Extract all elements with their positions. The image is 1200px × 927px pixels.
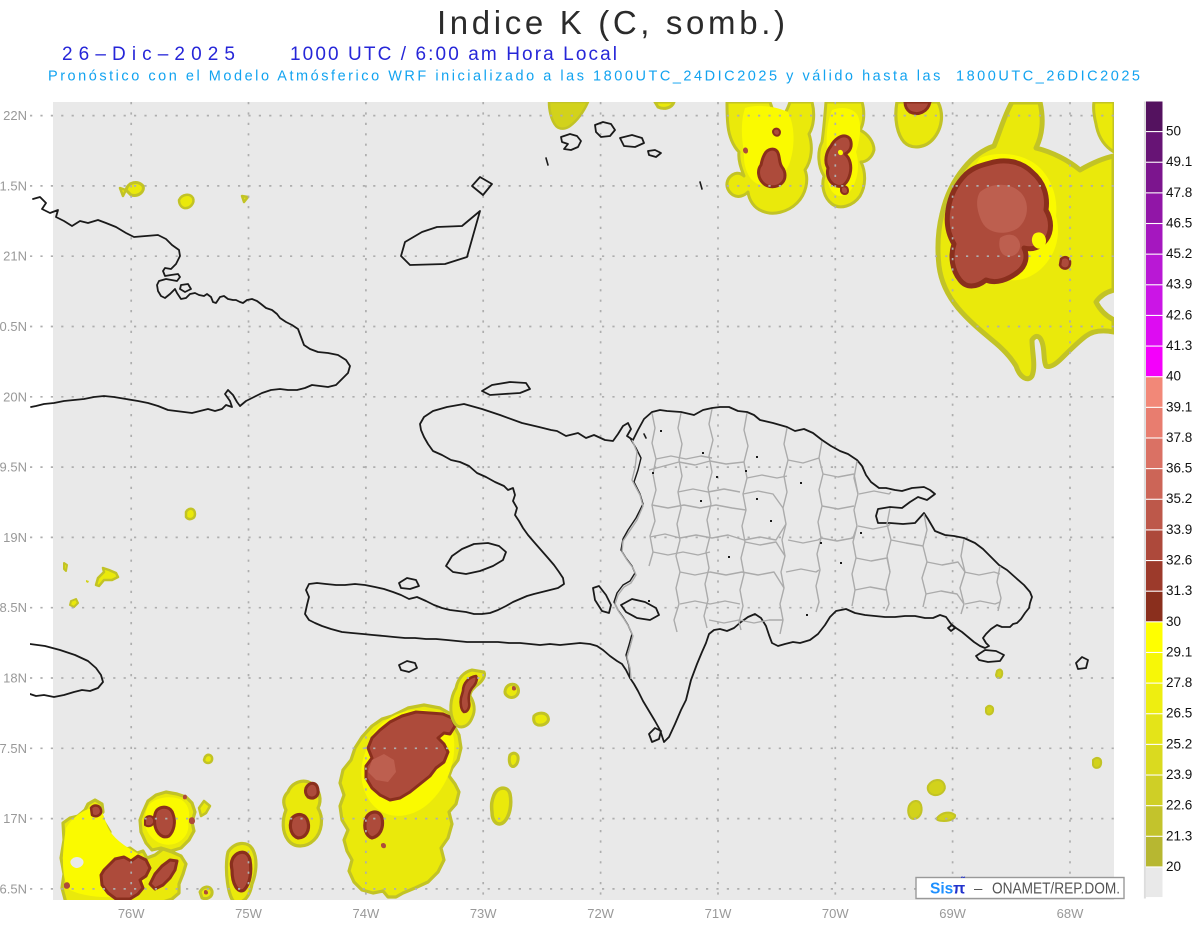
svg-text:9.5N: 9.5N [0,460,27,475]
svg-text:˜: ˜ [960,876,966,888]
svg-text:Sis: Sis [930,881,953,898]
svg-text:76W: 76W [118,906,145,921]
svg-text:42.6: 42.6 [1166,307,1192,322]
svg-text:50: 50 [1166,124,1181,139]
svg-text:25.2: 25.2 [1166,736,1192,751]
svg-text:7.5N: 7.5N [0,741,27,756]
svg-text:22N: 22N [3,108,27,123]
svg-text:37.8: 37.8 [1166,430,1192,445]
svg-text:69W: 69W [939,906,966,921]
svg-text:32.6: 32.6 [1166,553,1192,568]
svg-text:19N: 19N [3,530,27,545]
svg-text:72W: 72W [587,906,614,921]
svg-text:27.8: 27.8 [1166,675,1192,690]
svg-text:46.5: 46.5 [1166,215,1192,230]
svg-text:1000 UTC / 6:00 am Hora Local: 1000 UTC / 6:00 am Hora Local [290,44,617,65]
svg-text:22.6: 22.6 [1166,798,1192,813]
svg-text:47.8: 47.8 [1166,185,1192,200]
svg-text:43.9: 43.9 [1166,277,1192,292]
svg-text:73W: 73W [470,906,497,921]
svg-text:39.1: 39.1 [1166,399,1192,414]
svg-text:6.5N: 6.5N [0,881,27,896]
svg-text:35.2: 35.2 [1166,491,1192,506]
svg-text:ONAMET/REP.DOM.: ONAMET/REP.DOM. [992,881,1120,898]
svg-text:41.3: 41.3 [1166,338,1192,353]
svg-text:17N: 17N [3,811,27,826]
svg-text:21.3: 21.3 [1166,828,1192,843]
svg-text:21N: 21N [3,249,27,264]
svg-text:20: 20 [1166,859,1181,874]
svg-text:–: – [974,881,983,898]
svg-text:26.5: 26.5 [1166,706,1192,721]
svg-text:8.5N: 8.5N [0,600,27,615]
svg-text:20N: 20N [3,389,27,404]
svg-text:49.1: 49.1 [1166,154,1192,169]
svg-text:40: 40 [1166,369,1181,384]
svg-text:71W: 71W [705,906,732,921]
svg-text:75W: 75W [235,906,262,921]
svg-text:29.1: 29.1 [1166,644,1192,659]
svg-text:0.5N: 0.5N [0,319,27,334]
svg-text:36.5: 36.5 [1166,461,1192,476]
svg-text:45.2: 45.2 [1166,246,1192,261]
svg-text:18N: 18N [3,671,27,686]
svg-text:1.5N: 1.5N [0,178,27,193]
svg-text:23.9: 23.9 [1166,767,1192,782]
svg-text:74W: 74W [353,906,380,921]
svg-text:68W: 68W [1057,906,1084,921]
svg-text:70W: 70W [822,906,849,921]
svg-text:Pronóstico con el Modelo Atmós: Pronóstico con el Modelo Atmósferico WRF… [48,69,1140,85]
svg-text:30: 30 [1166,614,1181,629]
svg-text:31.3: 31.3 [1166,583,1192,598]
svg-text:26–Dic–2025: 26–Dic–2025 [62,44,235,65]
svg-text:π: π [953,881,965,898]
svg-text:33.9: 33.9 [1166,522,1192,537]
